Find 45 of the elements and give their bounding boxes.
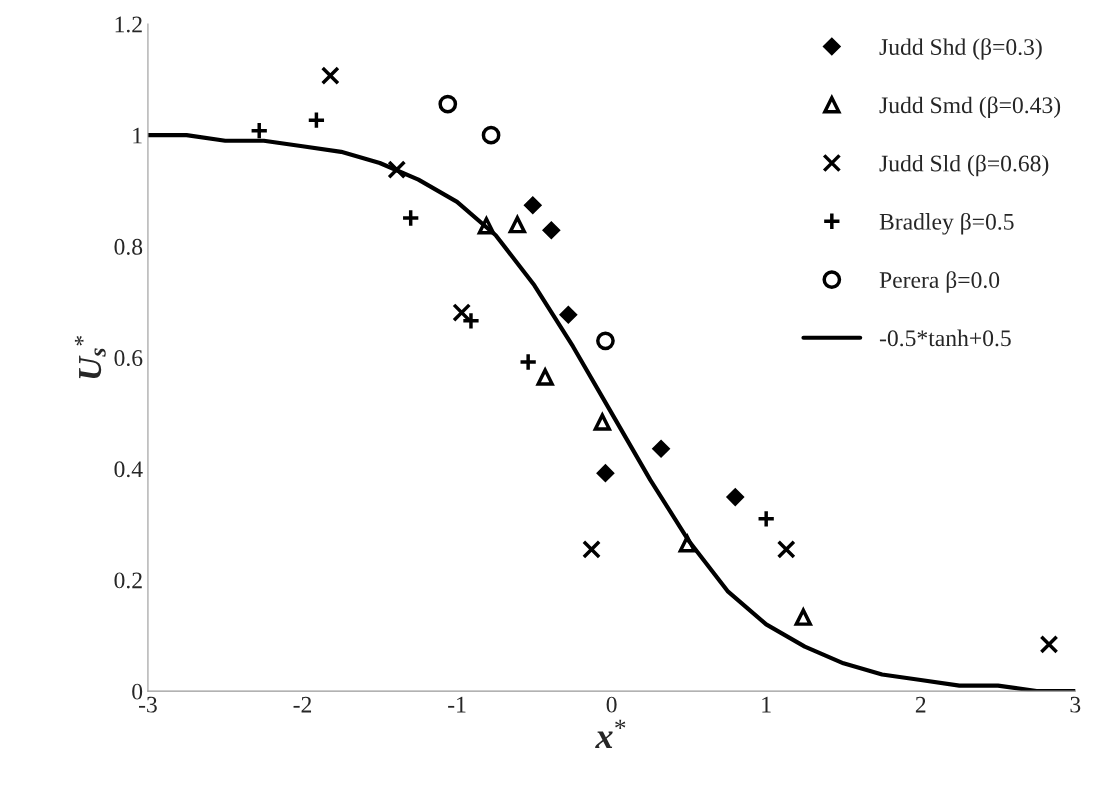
y-tick-label: 0.6 xyxy=(114,350,143,367)
legend-label: Judd Sld (β=0.68) xyxy=(879,154,1049,177)
point xyxy=(596,464,615,482)
legend-label: Bradley β=0.5 xyxy=(879,212,1014,235)
point xyxy=(387,160,407,180)
x-tick-label: -2 xyxy=(293,696,312,713)
x-tick-label: 0 xyxy=(606,696,617,713)
point xyxy=(559,306,577,324)
x-tick-label: -1 xyxy=(448,696,466,713)
legend-label: -0.5*tanh+0.5 xyxy=(879,329,1011,347)
point xyxy=(518,352,538,372)
point xyxy=(508,215,527,234)
y-tick-label: 0.4 xyxy=(114,461,143,478)
x-tick-label: 1 xyxy=(762,696,771,713)
point xyxy=(542,221,560,239)
point xyxy=(652,440,670,458)
legend-label: Judd Shd (β=0.3) xyxy=(879,38,1042,60)
x-axis-title: x$^{*}$ xyxy=(595,719,626,749)
point xyxy=(536,368,554,386)
x-tick-label: 3 xyxy=(1070,696,1081,713)
point xyxy=(593,413,612,431)
legend-label: Judd Smd (β=0.43) xyxy=(879,96,1061,119)
point xyxy=(401,208,421,228)
y-tick-label: 1.2 xyxy=(115,16,142,33)
point xyxy=(461,311,481,331)
point xyxy=(776,539,796,559)
point xyxy=(320,66,340,86)
y-tick-label: 0.2 xyxy=(114,572,142,589)
point xyxy=(793,606,813,626)
x-tick-label: 2 xyxy=(915,696,926,713)
point xyxy=(596,331,615,351)
y-tick-label: 1 xyxy=(133,127,142,144)
point xyxy=(1039,635,1059,654)
y-tick-label: 0.8 xyxy=(114,238,143,255)
point xyxy=(756,509,776,529)
point xyxy=(307,110,326,130)
point xyxy=(452,303,472,322)
point xyxy=(249,121,269,141)
y-axis-title: U$_{s}$$^{*}$ xyxy=(74,336,106,379)
point xyxy=(481,125,501,145)
point xyxy=(582,539,601,559)
legend-label: Perera β=0.0 xyxy=(879,271,1000,293)
point xyxy=(726,488,744,506)
point xyxy=(524,196,542,214)
point xyxy=(438,94,458,114)
